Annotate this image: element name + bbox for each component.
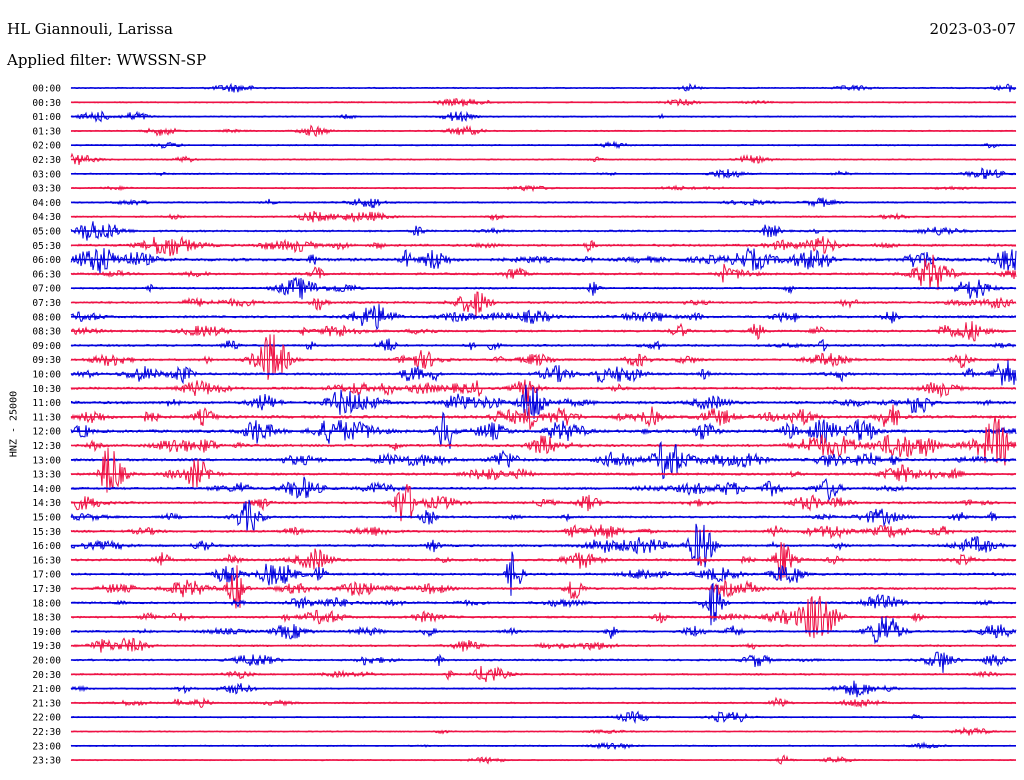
row-label-0230: 02:30	[32, 155, 61, 166]
row-label-1330: 13:30	[32, 470, 61, 481]
row-label-1600: 16:00	[32, 541, 61, 552]
row-label-0900: 09:00	[32, 341, 61, 352]
row-label-1300: 13:00	[32, 455, 61, 466]
row-label-1900: 19:00	[32, 627, 61, 638]
row-label-1100: 11:00	[32, 398, 61, 409]
row-label-1030: 10:30	[32, 384, 61, 395]
trace-0600	[70, 246, 1017, 275]
row-label-1730: 17:30	[32, 584, 61, 595]
row-label-0000: 00:00	[32, 84, 61, 95]
row-label-1700: 17:00	[32, 570, 61, 581]
row-label-0030: 00:30	[32, 98, 61, 109]
row-label-0730: 07:30	[32, 298, 61, 309]
station-title: HL Giannouli, Larissa	[7, 20, 173, 38]
filter-label: Applied filter: WWSSN-SP	[7, 51, 207, 69]
trace-1000	[70, 360, 1017, 386]
row-label-0930: 09:30	[32, 355, 61, 366]
row-label-1430: 14:30	[32, 498, 61, 509]
row-label-0430: 04:30	[32, 212, 61, 223]
row-label-0500: 05:00	[32, 227, 61, 238]
row-label-1630: 16:30	[32, 555, 61, 566]
trace-0530	[70, 235, 1017, 257]
trace-0730	[70, 291, 1017, 317]
row-label-2230: 22:30	[32, 727, 61, 738]
row-label-1530: 15:30	[32, 527, 61, 538]
row-label-0630: 06:30	[32, 269, 61, 280]
row-label-0830: 08:30	[32, 327, 61, 338]
row-label-2200: 22:00	[32, 713, 61, 724]
row-label-0100: 01:00	[32, 112, 61, 123]
row-label-1930: 19:30	[32, 641, 61, 652]
row-label-0700: 07:00	[32, 284, 61, 295]
row-label-2100: 21:00	[32, 684, 61, 695]
row-label-0330: 03:30	[32, 184, 61, 195]
row-label-2030: 20:30	[32, 670, 61, 681]
trace-1800	[70, 582, 1017, 626]
row-label-1000: 10:00	[32, 370, 61, 381]
row-label-1500: 15:00	[32, 513, 61, 524]
trace-1330	[70, 447, 1017, 493]
row-label-1230: 12:30	[32, 441, 61, 452]
row-label-0200: 02:00	[32, 141, 61, 152]
row-label-2330: 23:30	[32, 756, 61, 767]
row-label-0530: 05:30	[32, 241, 61, 252]
row-label-2000: 20:00	[32, 656, 61, 667]
trace-1500	[70, 499, 1017, 532]
row-label-1200: 12:00	[32, 427, 61, 438]
row-label-0300: 03:00	[32, 169, 61, 180]
trace-1900	[70, 616, 1017, 645]
row-label-2300: 23:00	[32, 741, 61, 752]
row-label-1800: 18:00	[32, 598, 61, 609]
date-label: 2023-03-07	[929, 20, 1016, 38]
row-label-1400: 14:00	[32, 484, 61, 495]
row-label-0400: 04:00	[32, 198, 61, 209]
row-label-2130: 21:30	[32, 698, 61, 709]
row-label-0600: 06:00	[32, 255, 61, 266]
trace-1230	[70, 415, 1017, 466]
row-label-0800: 08:00	[32, 312, 61, 323]
row-label-1130: 11:30	[32, 412, 61, 423]
row-label-0130: 01:30	[32, 126, 61, 137]
row-label-1830: 18:30	[32, 613, 61, 624]
trace-2000	[70, 651, 1017, 673]
